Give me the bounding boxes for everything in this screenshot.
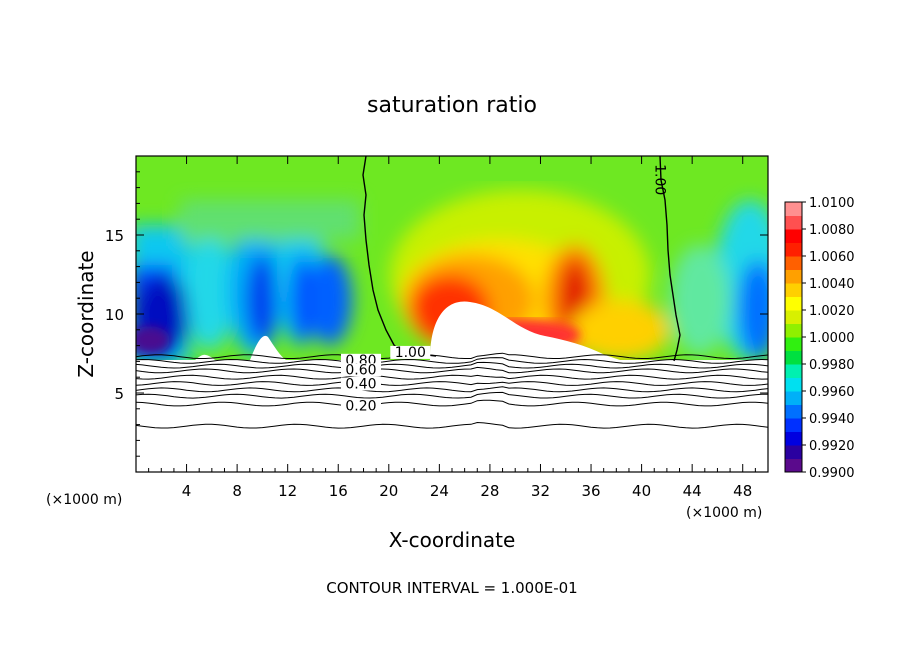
saturation-field — [136, 156, 768, 472]
contour-labels: 1.001.000.800.600.400.20 — [340, 164, 668, 415]
colorbar-label: 1.0080 — [809, 223, 855, 238]
contour-line — [136, 399, 768, 407]
x-tick-label: 32 — [531, 482, 550, 500]
contour-label: 1.00 — [652, 164, 668, 195]
y-tick-label: 10 — [105, 306, 124, 324]
colorbar-label: 1.0060 — [809, 250, 855, 265]
x-tick-label: 12 — [278, 482, 297, 500]
x-unit-left: (×1000 m) — [46, 492, 122, 508]
contour-interval-note: CONTOUR INTERVAL = 1.000E-01 — [326, 579, 577, 597]
colorbar-label: 0.9980 — [809, 358, 855, 373]
x-axis: 4 8 12 16 20 24 28 32 36 40 44 48 — [148, 156, 756, 500]
y-tick-label: 15 — [105, 227, 124, 245]
colorbar-label: 0.9920 — [809, 439, 855, 454]
colorbar-label: 0.9900 — [809, 466, 855, 481]
colorbar-swatch — [785, 256, 802, 270]
colorbar-swatch — [785, 458, 802, 473]
contour-lines — [136, 352, 768, 429]
colorbar-label: 1.0040 — [809, 277, 855, 292]
y-tick-label: 5 — [114, 385, 124, 403]
colorbar-swatch — [785, 350, 802, 365]
colorbar-swatch — [785, 377, 802, 392]
x-tick-label: 48 — [733, 482, 752, 500]
colorbar-swatch — [785, 229, 802, 243]
colorbar-swatch — [785, 391, 802, 405]
colorbar-label: 0.9940 — [809, 412, 855, 427]
contour-line — [136, 391, 768, 399]
colorbar-swatch — [785, 445, 802, 459]
x-tick-label: 36 — [581, 482, 600, 500]
colorbar-label: 0.9960 — [809, 385, 855, 400]
colorbar-swatch — [785, 202, 802, 216]
x-tick-label: 20 — [379, 482, 398, 500]
contour-line — [136, 421, 768, 429]
contour-label: 0.40 — [345, 377, 376, 393]
colorbar-swatch — [785, 364, 802, 378]
contour-line — [136, 381, 768, 386]
colorbar-label: 1.0000 — [809, 331, 855, 346]
colorbar-swatch — [785, 283, 802, 297]
colorbar-swatch — [785, 215, 802, 230]
colorbar-label: 1.0100 — [809, 196, 855, 211]
contour-line — [136, 361, 768, 369]
contour-label: 0.60 — [345, 362, 376, 378]
y-axis: 5 10 15 — [105, 171, 768, 457]
contour-label: 0.20 — [345, 399, 376, 415]
colorbar-swatch — [785, 418, 802, 432]
x-tick-label: 28 — [480, 482, 499, 500]
contour-line — [136, 366, 768, 374]
x-tick-label: 44 — [683, 482, 702, 500]
x-tick-label: 4 — [182, 482, 192, 500]
colorbar-swatch — [785, 242, 802, 257]
colorbar-swatch — [785, 323, 802, 338]
chart-title: saturation ratio — [367, 93, 537, 118]
x-tick-label: 40 — [632, 482, 651, 500]
contour-line — [136, 352, 768, 360]
contour-line — [136, 374, 768, 380]
x-tick-label: 16 — [329, 482, 348, 500]
x-unit-right: (×1000 m) — [686, 505, 762, 521]
x-tick-label: 8 — [232, 482, 242, 500]
contour-label-bg — [340, 399, 381, 413]
contour-label-bg — [340, 363, 381, 377]
colorbar-swatch — [785, 269, 802, 284]
y-axis-label: Z-coordinate — [74, 250, 98, 377]
colorbar-swatch — [785, 310, 802, 324]
contour-label: 1.00 — [395, 345, 426, 361]
contour-label-bg — [340, 377, 381, 391]
colorbar: 1.0100 1.0080 1.0060 1.0040 1.0020 1.0000 0.99… — [784, 196, 855, 481]
colorbar-swatch — [785, 431, 802, 446]
colorbar-label: 1.0020 — [809, 304, 855, 319]
colorbar-swatch — [785, 404, 802, 419]
colorbar-swatch — [785, 296, 802, 311]
contour-line — [136, 386, 768, 393]
contour-label-bg — [390, 345, 431, 359]
x-axis-label: X-coordinate — [389, 528, 516, 552]
x-tick-label: 24 — [430, 482, 449, 500]
colorbar-swatch — [785, 337, 802, 351]
contour-line — [136, 357, 768, 364]
